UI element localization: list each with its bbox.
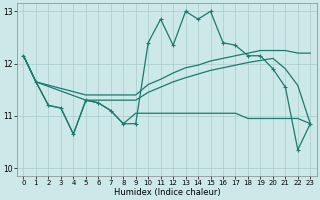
X-axis label: Humidex (Indice chaleur): Humidex (Indice chaleur) [114,188,220,197]
